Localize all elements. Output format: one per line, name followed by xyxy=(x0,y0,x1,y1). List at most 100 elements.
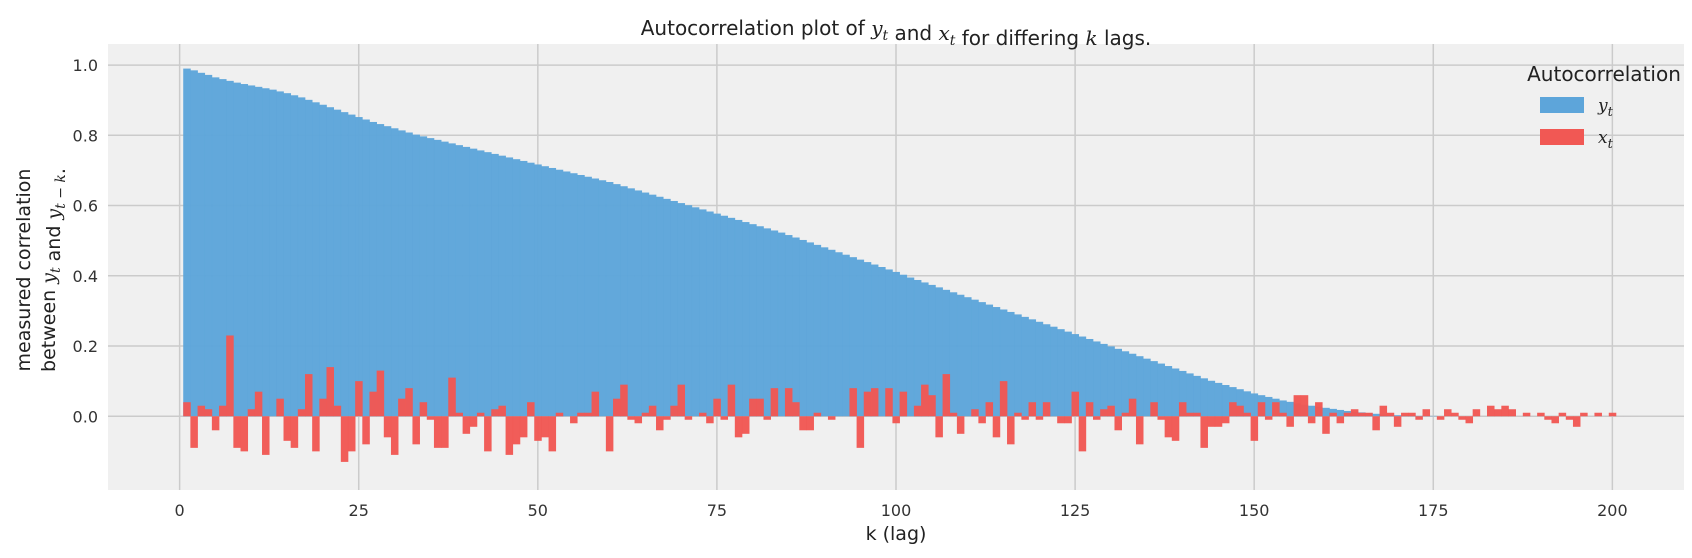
bar-y-45 xyxy=(498,155,506,417)
bar-y-123 xyxy=(1057,329,1065,417)
bar-x-5 xyxy=(211,416,220,431)
bar-y-75 xyxy=(713,213,721,417)
bar-x-4 xyxy=(204,409,213,417)
bar-y-31 xyxy=(398,130,406,417)
bar-x-130 xyxy=(1107,405,1115,417)
bar-y-71 xyxy=(684,205,693,417)
bar-x-51 xyxy=(541,416,549,438)
y-axis-ticks: 0.0 0.2 0.4 0.6 0.8 1.0 xyxy=(73,56,98,426)
bar-y-4 xyxy=(204,74,213,417)
bar-y-83 xyxy=(770,230,779,417)
bar-x-142 xyxy=(1193,412,1201,417)
bar-y-99 xyxy=(885,269,893,417)
bar-x-123 xyxy=(1057,416,1065,424)
legend-entry-y: yt xyxy=(1597,96,1614,120)
bar-y-18 xyxy=(305,99,313,417)
bar-y-25 xyxy=(355,117,363,417)
bar-x-119 xyxy=(1028,402,1037,417)
bar-y-132 xyxy=(1121,351,1130,417)
bar-x-112 xyxy=(978,416,986,424)
bar-x-107 xyxy=(942,374,951,417)
bar-y-100 xyxy=(892,271,900,417)
bar-y-97 xyxy=(870,264,879,417)
bar-y-50 xyxy=(534,164,542,417)
bar-y-80 xyxy=(749,224,757,417)
bar-y-22 xyxy=(333,109,342,417)
bar-x-104 xyxy=(921,384,929,417)
bar-y-126 xyxy=(1078,336,1087,417)
bar-x-114 xyxy=(992,416,1001,438)
x-axis-ticks: 0 25 50 75 100 125 150 175 200 xyxy=(175,501,1628,520)
bar-x-152 xyxy=(1264,416,1273,420)
bar-y-109 xyxy=(956,294,965,417)
bar-x-30 xyxy=(390,416,399,455)
bar-y-125 xyxy=(1071,334,1080,417)
bar-x-61 xyxy=(613,398,621,417)
bar-y-55 xyxy=(570,173,578,417)
bar-x-103 xyxy=(913,405,922,417)
bar-y-38 xyxy=(448,143,456,417)
bar-y-47 xyxy=(512,159,521,417)
bar-x-148 xyxy=(1236,405,1244,417)
bar-x-100 xyxy=(892,416,900,424)
bar-x-40 xyxy=(462,416,471,434)
bar-y-129 xyxy=(1100,343,1108,417)
bar-x-28 xyxy=(376,370,385,417)
x-tick-label-7: 175 xyxy=(1418,501,1449,520)
bar-y-111 xyxy=(971,299,979,417)
bar-y-6 xyxy=(219,79,227,417)
bar-y-64 xyxy=(634,190,643,417)
bar-x-87 xyxy=(799,416,807,431)
bar-x-21 xyxy=(326,367,334,417)
bar-x-178 xyxy=(1451,412,1459,417)
bar-x-29 xyxy=(383,416,392,438)
bar-y-147 xyxy=(1229,387,1237,417)
bar-x-1 xyxy=(183,402,191,417)
bar-y-1 xyxy=(183,68,191,417)
x-tick-label-5: 125 xyxy=(1060,501,1091,520)
bar-x-3 xyxy=(197,405,206,417)
bar-x-2 xyxy=(190,416,198,448)
bar-x-151 xyxy=(1257,402,1266,417)
bar-x-191 xyxy=(1544,416,1552,420)
bar-x-19 xyxy=(312,416,320,452)
bar-y-10 xyxy=(247,85,256,417)
bar-x-77 xyxy=(727,384,736,417)
bar-x-139 xyxy=(1171,416,1180,441)
bar-y-40 xyxy=(462,146,471,417)
bar-x-177 xyxy=(1444,409,1452,417)
bar-y-15 xyxy=(283,93,292,417)
bar-x-49 xyxy=(527,402,535,417)
bar-x-198 xyxy=(1594,412,1602,417)
bar-x-69 xyxy=(670,405,678,417)
bar-y-85 xyxy=(784,235,793,417)
bar-x-91 xyxy=(827,416,836,420)
x-tick-label-3: 75 xyxy=(707,501,727,520)
bar-x-46 xyxy=(505,416,514,455)
bar-x-50 xyxy=(534,416,542,441)
bar-x-37 xyxy=(441,416,449,448)
bar-x-10 xyxy=(247,409,256,417)
legend: Autocorrelation yt xt xyxy=(1527,62,1681,152)
bar-x-23 xyxy=(340,416,349,462)
bar-x-117 xyxy=(1014,412,1022,417)
bar-x-160 xyxy=(1322,416,1330,434)
y-axis-label-line2: between yt and yt − k. xyxy=(38,168,70,372)
bar-x-53 xyxy=(555,412,564,417)
bar-x-62 xyxy=(620,384,628,417)
bar-x-129 xyxy=(1100,409,1108,417)
bar-x-47 xyxy=(512,416,521,445)
bar-y-146 xyxy=(1221,385,1230,417)
bar-y-36 xyxy=(433,139,442,417)
bar-x-186 xyxy=(1508,409,1516,417)
bar-x-65 xyxy=(641,412,650,417)
bar-y-134 xyxy=(1135,356,1144,417)
bar-y-135 xyxy=(1143,358,1151,417)
bar-y-84 xyxy=(777,232,786,417)
bar-x-39 xyxy=(455,412,463,417)
bar-y-88 xyxy=(806,242,814,417)
bar-y-59 xyxy=(598,180,607,417)
bar-x-193 xyxy=(1558,412,1567,417)
bar-y-63 xyxy=(627,188,635,417)
bar-x-63 xyxy=(627,416,635,420)
